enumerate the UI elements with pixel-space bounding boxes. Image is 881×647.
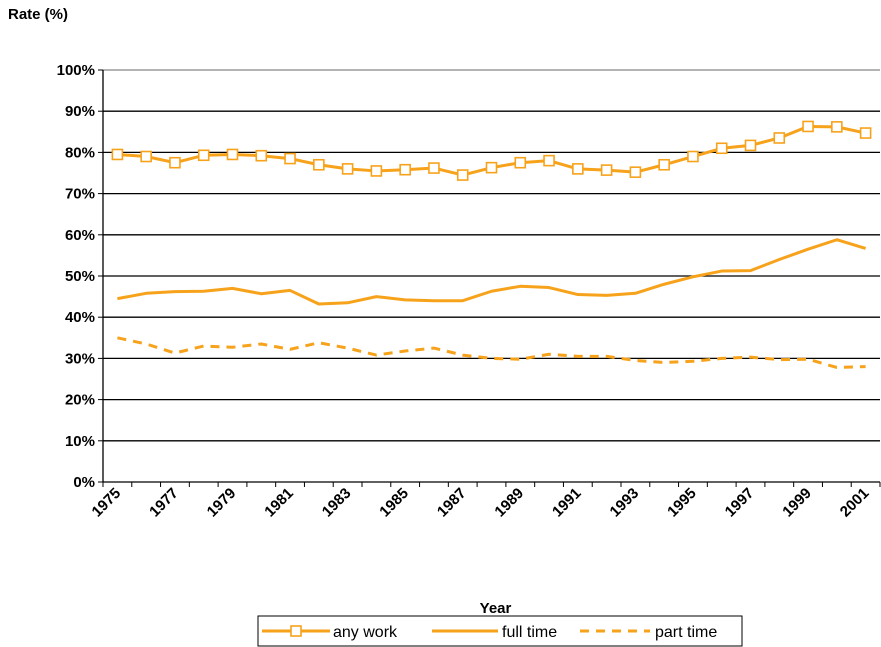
x-tick-label: 1981: [261, 485, 297, 521]
y-axis-title: Rate (%): [8, 6, 69, 23]
data-point: [658, 158, 670, 171]
series-line-part-time: [117, 336, 866, 369]
data-point: [543, 154, 555, 167]
x-tick-label: 1993: [607, 485, 643, 521]
data-point: [140, 150, 152, 163]
data-point: [831, 121, 843, 133]
data-point: [715, 142, 728, 155]
data-point: [773, 132, 786, 144]
y-tick-label: 40%: [65, 309, 95, 326]
y-axis-ticks: 0% 10% 20% 30% 40% 50% 60% 70% 80% 90% 100%: [57, 62, 103, 491]
x-axis-title: Year: [480, 600, 512, 617]
data-point: [600, 164, 613, 176]
axes: [102, 70, 880, 483]
x-axis-ticks: 1975 1977 1979 1981 1983 1985 1987 1989 1991 1993…: [89, 482, 881, 521]
x-tick-label: 1977: [146, 485, 182, 521]
data-point: [255, 149, 268, 162]
x-tick-label: 1987: [434, 485, 470, 521]
data-point: [197, 149, 210, 162]
y-tick-label: 60%: [65, 227, 95, 244]
data-point: [370, 165, 383, 177]
data-point: [226, 148, 239, 161]
y-tick-label: 20%: [65, 392, 95, 409]
data-point: [313, 158, 325, 171]
y-tick-label: 70%: [65, 186, 95, 203]
data-point: [169, 156, 181, 169]
data-point: [572, 163, 584, 175]
x-tick-label: 1999: [779, 485, 815, 521]
data-point: [341, 163, 354, 175]
legend-label: part time: [655, 624, 717, 641]
data-point: [629, 166, 642, 178]
legend-label: any work: [333, 624, 398, 641]
series-line-full-time: [117, 238, 867, 306]
x-tick-label: 1985: [376, 485, 412, 521]
y-tick-label: 30%: [65, 350, 95, 367]
series-group: [111, 120, 872, 369]
x-tick-label: 1989: [491, 485, 527, 521]
data-point: [284, 152, 296, 165]
data-point: [744, 139, 757, 152]
data-point: [399, 163, 411, 176]
data-point: [456, 169, 469, 181]
y-tick-label: 100%: [57, 62, 95, 79]
x-tick-label: 1997: [722, 485, 758, 521]
data-point: [485, 161, 498, 174]
data-point: [687, 150, 699, 163]
legend-label: full time: [502, 624, 557, 641]
gridlines: [103, 69, 880, 442]
y-tick-label: 90%: [65, 103, 95, 120]
x-tick-label: 1995: [664, 485, 700, 521]
y-tick-label: 10%: [65, 433, 95, 450]
data-point: [111, 148, 124, 161]
legend-marker: [290, 625, 302, 637]
legend-box: [257, 615, 743, 647]
x-tick-label: 1983: [319, 485, 355, 521]
data-point: [514, 156, 527, 169]
data-point: [428, 162, 440, 174]
x-tick-label: 2001: [837, 485, 873, 521]
y-tick-label: 80%: [65, 144, 95, 161]
x-tick-label: 1991: [549, 485, 585, 521]
x-tick-label: 1979: [204, 485, 240, 521]
data-point: [859, 127, 872, 139]
legend: any work full time part time: [257, 615, 743, 647]
y-tick-label: 50%: [65, 268, 95, 285]
data-point: [802, 120, 814, 133]
y-tick-label: 0%: [73, 474, 95, 491]
